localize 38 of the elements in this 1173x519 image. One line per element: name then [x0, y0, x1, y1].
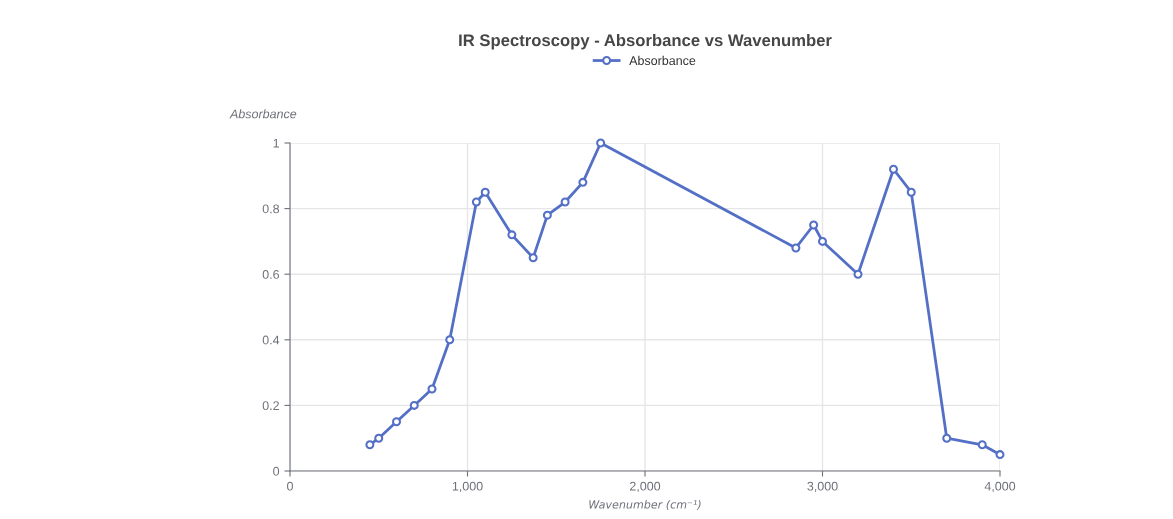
- x-tick-label: 2,000: [629, 481, 661, 493]
- y-tick-label: 0.8: [262, 204, 280, 214]
- point: [507, 230, 517, 240]
- point: [427, 384, 437, 394]
- point: [817, 236, 828, 246]
- x-tick-label: 3,000: [807, 481, 838, 493]
- point: [528, 253, 538, 263]
- y-tick-label: 0: [273, 466, 280, 476]
- x-tick-label: 0: [287, 481, 293, 491]
- point: [542, 210, 552, 220]
- point: [374, 433, 384, 443]
- point: [471, 197, 481, 207]
- point: [596, 138, 606, 148]
- point: [942, 433, 952, 443]
- y-tick-label: 0.6: [262, 270, 280, 279]
- point: [906, 187, 916, 197]
- y-tick-label: 0.2: [262, 401, 279, 411]
- chart-title: IR Spectroscopy - Absorbance vs Wavenumber: [459, 33, 832, 50]
- point: [995, 450, 1005, 460]
- y-tick-label: 1: [273, 138, 279, 148]
- y-tick-label: 0.4: [262, 335, 280, 345]
- point: [888, 164, 899, 174]
- point: [791, 243, 801, 253]
- point: [480, 187, 490, 197]
- x-tick-label: 1,000: [452, 481, 483, 493]
- point: [560, 197, 570, 207]
- point: [977, 440, 987, 450]
- point: [578, 177, 588, 187]
- x-axis-title: Wavenumber (cm⁻¹): [589, 500, 701, 510]
- point: [853, 269, 863, 279]
- point: [365, 440, 375, 450]
- legend-label: Absorbance: [629, 55, 696, 66]
- point: [445, 335, 455, 345]
- point: [809, 220, 819, 230]
- x-tick-label: 4,000: [984, 481, 1016, 493]
- y-axis-title: Absorbance: [229, 109, 297, 119]
- point: [409, 400, 419, 410]
- point: [391, 417, 402, 427]
